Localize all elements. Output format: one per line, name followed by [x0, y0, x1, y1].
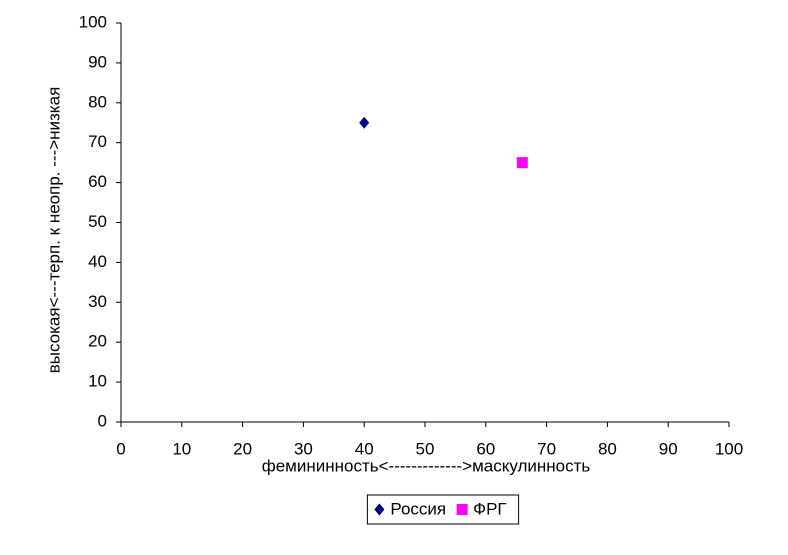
y-tick-label: 100 [79, 12, 107, 31]
marker [516, 157, 528, 169]
x-tick-label: 10 [172, 439, 191, 458]
x-tick-label: 80 [598, 439, 617, 458]
legend-marker [374, 503, 385, 516]
legend: Россия ФРГ [366, 494, 520, 525]
x-axis-label: фемининность<------------->маскулинность [262, 456, 591, 475]
y-tick-label: 80 [88, 92, 107, 111]
x-tick-label: 90 [659, 439, 678, 458]
y-tick-label: 70 [88, 132, 107, 151]
y-axis-label: высокая<---терп. к неопр. --->низкая [44, 87, 63, 374]
y-tick-label: 20 [88, 332, 107, 351]
legend-marker [456, 504, 468, 515]
x-tick-label: 50 [416, 439, 435, 458]
y-tick-label: 10 [88, 372, 107, 391]
y-tick-label: 40 [88, 252, 107, 271]
marker [359, 116, 370, 129]
legend-label: Россия [390, 499, 446, 518]
legend-label: ФРГ [473, 499, 506, 518]
x-tick-label: 40 [355, 439, 374, 458]
legend-box [366, 494, 520, 525]
y-tick-label: 30 [88, 292, 107, 311]
y-tick-label: 50 [88, 212, 107, 231]
y-tick-label: 90 [88, 52, 107, 71]
x-tick-label: 100 [715, 439, 743, 458]
x-tick-label: 20 [233, 439, 252, 458]
x-tick-label: 60 [476, 439, 495, 458]
y-tick-label: 0 [98, 411, 107, 430]
x-tick-label: 30 [294, 439, 313, 458]
x-tick-label: 0 [116, 439, 125, 458]
y-tick-label: 60 [88, 172, 107, 191]
x-tick-label: 70 [537, 439, 556, 458]
